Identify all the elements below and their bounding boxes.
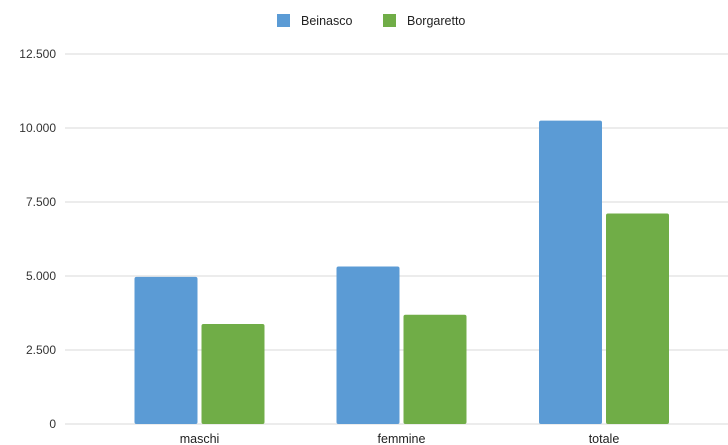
legend-swatch-borgaretto: [383, 14, 396, 27]
y-tick-label: 7.500: [26, 195, 56, 209]
bar-borgaretto-femmine: [403, 314, 467, 424]
bar-borgaretto-totale: [606, 213, 669, 424]
legend-label-borgaretto: Borgaretto: [407, 14, 465, 28]
y-tick-label: 0: [49, 417, 56, 431]
bars: [134, 120, 669, 424]
bar-beinasco-maschi: [134, 276, 198, 424]
x-tick-label: femmine: [378, 432, 426, 445]
bar-borgaretto-maschi: [201, 323, 265, 424]
legend-label-beinasco: Beinasco: [301, 14, 352, 28]
y-tick-label: 10.000: [19, 121, 56, 135]
x-axis-category-labels: maschi femmine totale: [180, 432, 620, 445]
y-tick-label: 12.500: [19, 47, 56, 61]
y-axis-tick-labels: 0 2.500 5.000 7.500 10.000 12.500: [19, 47, 56, 431]
bar-beinasco-totale: [539, 120, 602, 424]
y-tick-label: 2.500: [26, 343, 56, 357]
bar-beinasco-femmine: [336, 266, 400, 424]
y-tick-label: 5.000: [26, 269, 56, 283]
x-tick-label: maschi: [180, 432, 220, 445]
chart-legend: Beinasco Borgaretto: [277, 14, 465, 28]
x-tick-label: totale: [589, 432, 620, 445]
legend-swatch-beinasco: [277, 14, 290, 27]
